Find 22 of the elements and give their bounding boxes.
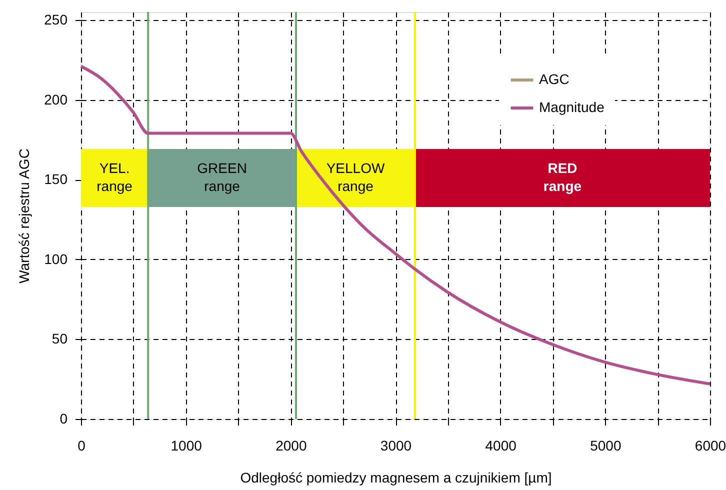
x-tick-label: 4000 (485, 438, 517, 454)
y-tick-label: 150 (44, 171, 68, 188)
band-label: RED range (543, 160, 582, 194)
band-label: YEL. range (96, 160, 133, 194)
y-tick-label: 100 (44, 250, 68, 267)
x-axis-title: Odległość pomiedzy magnesem a czujnikiem [µm] (240, 470, 552, 486)
y-tick-label: 200 (44, 91, 68, 108)
legend-label: AGC (539, 71, 570, 87)
y-axis-title: Wartość rejestru AGC (16, 148, 32, 284)
y-tick-label: 0 (60, 410, 68, 426)
legend-label: Magnitude (539, 99, 605, 115)
x-tick-label: 3000 (380, 438, 412, 454)
band-label: GREEN range (197, 160, 247, 194)
y-tick-label: 250 (44, 11, 68, 28)
line-series (80, 64, 712, 386)
x-tick-label: 1000 (170, 438, 202, 454)
band-label: YELLOW range (326, 160, 386, 194)
x-tick-label: 6000 (694, 438, 726, 454)
x-tick-label: 5000 (590, 438, 622, 454)
y-tick-label: 50 (52, 330, 68, 347)
x-tick-label: 2000 (276, 438, 307, 454)
x-tick-label: 0 (78, 438, 86, 454)
